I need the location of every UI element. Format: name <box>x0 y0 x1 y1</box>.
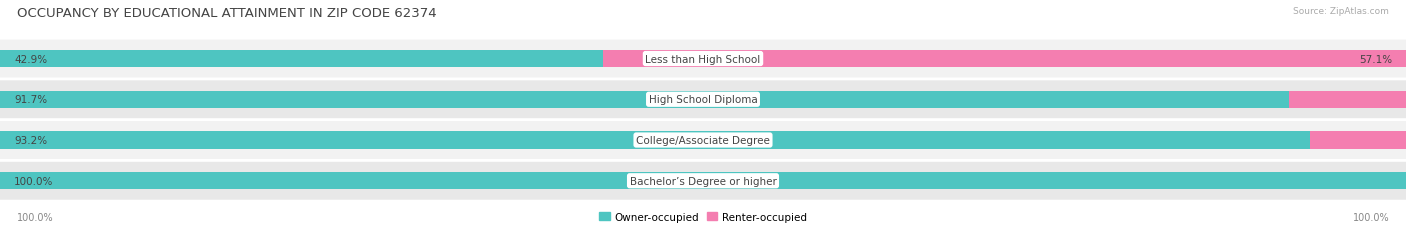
Bar <box>0 51 603 68</box>
FancyBboxPatch shape <box>0 162 1406 200</box>
Text: 100.0%: 100.0% <box>17 212 53 222</box>
Text: High School Diploma: High School Diploma <box>648 95 758 105</box>
FancyBboxPatch shape <box>0 40 1406 78</box>
FancyBboxPatch shape <box>0 122 1406 159</box>
Text: 42.9%: 42.9% <box>14 54 48 64</box>
Text: 100.0%: 100.0% <box>14 176 53 186</box>
Bar <box>1289 91 1406 108</box>
Bar <box>0 132 1310 149</box>
Text: 57.1%: 57.1% <box>1358 54 1392 64</box>
Text: Bachelor’s Degree or higher: Bachelor’s Degree or higher <box>630 176 776 186</box>
Text: Less than High School: Less than High School <box>645 54 761 64</box>
Bar <box>0 173 1406 189</box>
FancyBboxPatch shape <box>0 81 1406 119</box>
Text: OCCUPANCY BY EDUCATIONAL ATTAINMENT IN ZIP CODE 62374: OCCUPANCY BY EDUCATIONAL ATTAINMENT IN Z… <box>17 7 436 20</box>
Text: 91.7%: 91.7% <box>14 95 48 105</box>
Text: College/Associate Degree: College/Associate Degree <box>636 135 770 145</box>
Legend: Owner-occupied, Renter-occupied: Owner-occupied, Renter-occupied <box>595 208 811 226</box>
Bar <box>0 91 1289 108</box>
Text: Source: ZipAtlas.com: Source: ZipAtlas.com <box>1294 7 1389 16</box>
Text: 100.0%: 100.0% <box>1353 212 1389 222</box>
Text: 93.2%: 93.2% <box>14 135 48 145</box>
Bar <box>603 51 1406 68</box>
Bar <box>1310 132 1406 149</box>
